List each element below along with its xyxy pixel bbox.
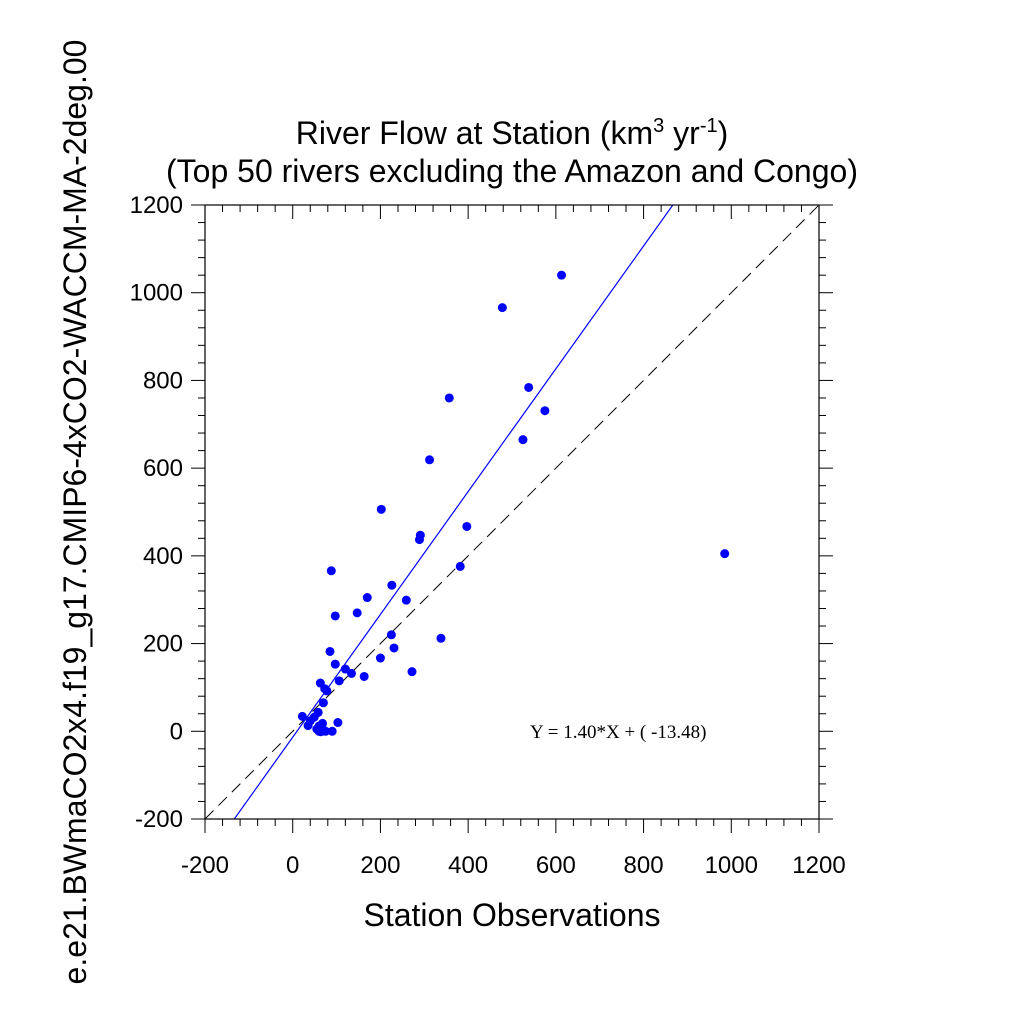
y-tick-label: 600 [143,455,183,482]
data-point [326,566,336,576]
data-point [462,521,472,531]
reference-lines [205,205,819,819]
chart-title: River Flow at Station (km3 yr-1) [296,115,729,151]
data-point [297,711,307,721]
data-point [401,595,411,605]
data-point [425,455,435,465]
data-point [444,393,454,403]
y-tick-label: -200 [135,806,183,833]
data-point [497,303,507,313]
chart-subtitle: (Top 50 rivers excluding the Amazon and … [166,153,858,189]
data-point [557,270,567,280]
y-tick-label: 1000 [130,280,183,307]
data-point [375,653,385,663]
one-to-one-line [205,205,819,819]
y-tick-label: 400 [143,543,183,570]
data-point [455,561,465,571]
data-point [387,580,397,590]
data-point [318,698,328,708]
regression-line [233,205,674,819]
data-point [330,659,340,669]
data-point [362,593,372,603]
data-point [720,549,730,559]
x-tick-label: 400 [448,852,488,879]
x-tick-label: 200 [360,852,400,879]
y-tick-label: 200 [143,631,183,658]
data-point [352,608,362,618]
data-point [334,676,344,686]
data-point [333,718,343,728]
data-point [303,721,313,731]
x-tick-label: 1200 [792,852,845,879]
data-point [359,671,369,681]
x-tick-label: 1000 [705,852,758,879]
data-point [386,630,396,640]
x-tick-label: 600 [536,852,576,879]
regression-equation: Y = 1.40*X + ( -13.48) [530,722,706,743]
x-tick-label: -200 [181,852,229,879]
data-point [376,504,386,514]
data-point [518,435,528,445]
data-point [325,646,335,656]
data-point [389,643,399,653]
axis-ticks: -200 0 200 400 600 800 1000 1200 -200 0 200 400 600 8… [130,192,846,879]
data-point [436,633,446,643]
data-point [330,611,340,621]
plot-frame [204,204,820,820]
y-tick-label: 800 [143,367,183,394]
x-axis-label: Station Observations [363,897,660,933]
data-point [407,667,417,677]
data-point [321,726,331,736]
data-point [414,535,424,545]
y-axis-label: e.e21.BWmaCO2x4.f19_g17.CMIP6-4xCO2-WACC… [57,40,93,985]
data-point [524,382,534,392]
data-point [346,668,356,678]
x-tick-label: 0 [286,852,299,879]
data-points [297,270,730,737]
data-point [540,406,550,416]
x-tick-label: 800 [624,852,664,879]
y-tick-label: 0 [170,718,183,745]
data-point [327,726,337,736]
y-tick-label: 1200 [130,192,183,219]
data-point [322,686,332,696]
